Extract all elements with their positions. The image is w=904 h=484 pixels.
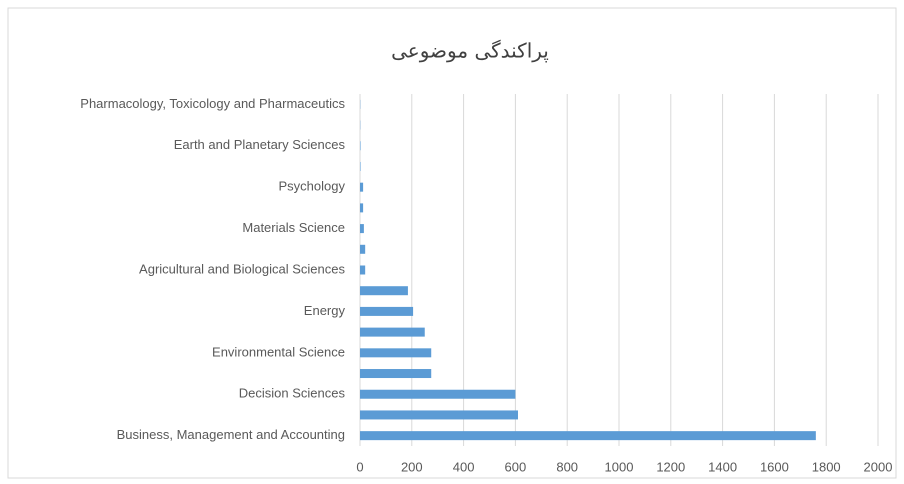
x-tick-label: 0 <box>356 459 363 474</box>
y-tick-label: Earth and Planetary Sciences <box>174 137 346 152</box>
y-tick-label: Energy <box>304 303 346 318</box>
y-tick-label: Environmental Science <box>212 344 345 359</box>
x-tick-label: 1200 <box>656 459 685 474</box>
bar <box>360 389 516 399</box>
bar <box>360 410 518 420</box>
x-tick-label: 1000 <box>605 459 634 474</box>
y-tick-label: Psychology <box>279 179 346 194</box>
bar <box>360 244 366 254</box>
chart-title: پراکندگی موضوعی <box>391 39 549 63</box>
bar <box>360 141 361 151</box>
x-tick-label: 1600 <box>760 459 789 474</box>
x-tick-label: 600 <box>505 459 527 474</box>
bar <box>360 265 366 275</box>
x-tick-label: 1400 <box>708 459 737 474</box>
y-tick-label: Decision Sciences <box>239 386 346 401</box>
y-tick-label: Pharmacology, Toxicology and Pharmaceuti… <box>80 96 345 111</box>
x-tick-label: 800 <box>556 459 578 474</box>
bar <box>360 431 816 441</box>
x-tick-label: 1800 <box>812 459 841 474</box>
chart-border <box>7 7 897 479</box>
y-tick-label: Materials Science <box>242 220 345 235</box>
bar <box>360 224 364 234</box>
x-tick-label: 400 <box>453 459 475 474</box>
bar <box>360 327 425 337</box>
bar <box>360 348 432 358</box>
bar <box>360 286 408 296</box>
bar <box>360 306 414 316</box>
bar <box>360 182 364 192</box>
x-tick-label: 200 <box>401 459 423 474</box>
y-tick-label: Agricultural and Biological Sciences <box>139 261 345 276</box>
bar <box>360 203 364 213</box>
x-tick-label: 2000 <box>864 459 893 474</box>
bar <box>360 161 361 171</box>
bar <box>360 369 432 379</box>
y-tick-label: Business, Management and Accounting <box>117 427 345 442</box>
